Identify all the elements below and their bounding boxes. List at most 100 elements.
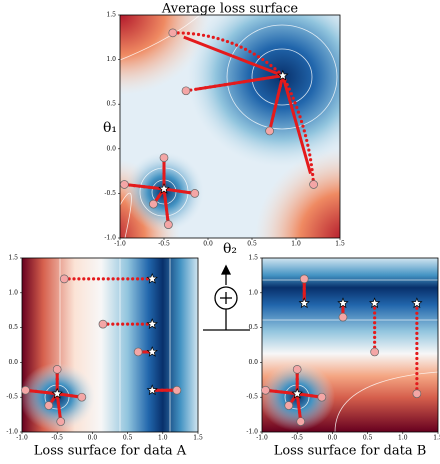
star (146, 318, 158, 329)
star (337, 297, 349, 309)
y-tick-label: 1.5 (8, 255, 18, 262)
trajectory-update (28, 389, 58, 396)
trajectory (152, 385, 182, 395)
trajectory-update (183, 35, 284, 78)
start-point (168, 28, 178, 38)
trajectory-dot (305, 138, 309, 143)
start-point (338, 312, 348, 322)
trajectory (412, 306, 422, 399)
start-point (59, 274, 69, 284)
y-tick-label: 0.0 (248, 359, 258, 366)
trajectory-dot (373, 340, 377, 344)
x-tick-label: 1.5 (193, 435, 203, 442)
start-point (133, 347, 143, 357)
trajectory-dot (415, 351, 419, 356)
trajectory-dot (265, 60, 269, 65)
trajectory-dot (181, 31, 185, 35)
star (158, 182, 170, 194)
y-axis-label: θ₁ (103, 120, 117, 136)
start-point (265, 126, 274, 136)
trajectory-dot (176, 31, 180, 35)
trajectory-dot (289, 92, 293, 96)
x-tick-label: -0.5 (158, 241, 170, 248)
trajectory-dot (186, 31, 191, 35)
trajectory-dot (252, 52, 256, 56)
start-point (412, 389, 422, 399)
x-tick-label: 1.5 (433, 435, 440, 442)
trajectory-dot (415, 382, 419, 386)
trajectory-dot (191, 32, 196, 36)
trajectory-dot (87, 277, 91, 281)
trajectory-dot (415, 372, 419, 376)
trajectory-dot (302, 129, 306, 133)
start-point (120, 180, 129, 189)
trajectory-dot (135, 322, 140, 326)
trajectory-dot (131, 277, 135, 281)
trajectory-dot (415, 316, 419, 320)
x-tick-label: -1.0 (16, 435, 28, 442)
start-point (181, 86, 191, 96)
trajectory (59, 274, 149, 284)
y-tick-label: 1.0 (248, 289, 258, 296)
x-tick-label: 0.5 (123, 435, 133, 442)
trajectory-dot (111, 322, 115, 326)
trajectory-dot (415, 361, 419, 366)
start-point (164, 220, 173, 229)
trajectory-dot (308, 153, 312, 157)
y-tick-label: 0.5 (248, 324, 258, 331)
trajectory-dot (309, 158, 313, 162)
x-tick-label: 0.0 (88, 435, 98, 442)
trajectory-dot (296, 110, 301, 114)
trajectory-dot (373, 326, 377, 330)
trajectory-dot (235, 43, 239, 47)
trajectory-dot (201, 33, 206, 37)
trajectory-dot (415, 331, 419, 335)
x-tick-label: 0.0 (203, 241, 213, 248)
trajectory-dot (306, 143, 310, 147)
start-point (44, 401, 54, 410)
trajectory-dot (311, 172, 315, 177)
x-axis-label: θ₂ (223, 241, 237, 257)
star (146, 384, 158, 396)
trajectory-dot (309, 163, 313, 167)
top-title: Average loss surface (161, 2, 299, 17)
trajectory-dot (298, 115, 302, 119)
start-point (159, 153, 169, 163)
start-point (190, 189, 200, 198)
trajectory (296, 392, 327, 402)
trajectory-update (296, 392, 320, 399)
y-tick-label: 0.5 (8, 324, 18, 331)
trajectory-dot (269, 63, 273, 68)
trajectory-dot (310, 167, 314, 172)
x-tick-label: 0.0 (328, 435, 338, 442)
trajectory-dot (140, 322, 144, 326)
trajectory-dot (206, 34, 211, 38)
start-point (98, 319, 108, 329)
trajectory-update (55, 393, 62, 419)
trajectory-dot (256, 55, 261, 59)
star (291, 387, 303, 399)
start-point (52, 365, 62, 374)
trajectory-dot (373, 330, 377, 335)
start-point (299, 274, 309, 284)
trajectory (281, 75, 318, 189)
trajectory (55, 393, 66, 426)
trajectory-dot (91, 277, 96, 281)
start-point (21, 385, 30, 395)
y-tick-label: -1.0 (104, 235, 116, 242)
trajectory-update (128, 183, 165, 191)
start-point (149, 199, 158, 209)
trajectory-dot (293, 101, 297, 105)
trajectory-dot (96, 277, 101, 281)
y-tick-label: 0.5 (106, 101, 116, 108)
top-frame (119, 14, 341, 239)
trajectory (181, 74, 284, 96)
star (146, 272, 158, 284)
trajectory-dot (415, 346, 419, 351)
y-tick-label: -0.5 (104, 190, 116, 197)
y-tick-label: -0.5 (6, 394, 18, 401)
x-tick-label: 1.0 (291, 241, 301, 248)
start-point (172, 385, 182, 395)
trajectory-dot (415, 341, 419, 346)
trajectory-dot (225, 39, 230, 44)
